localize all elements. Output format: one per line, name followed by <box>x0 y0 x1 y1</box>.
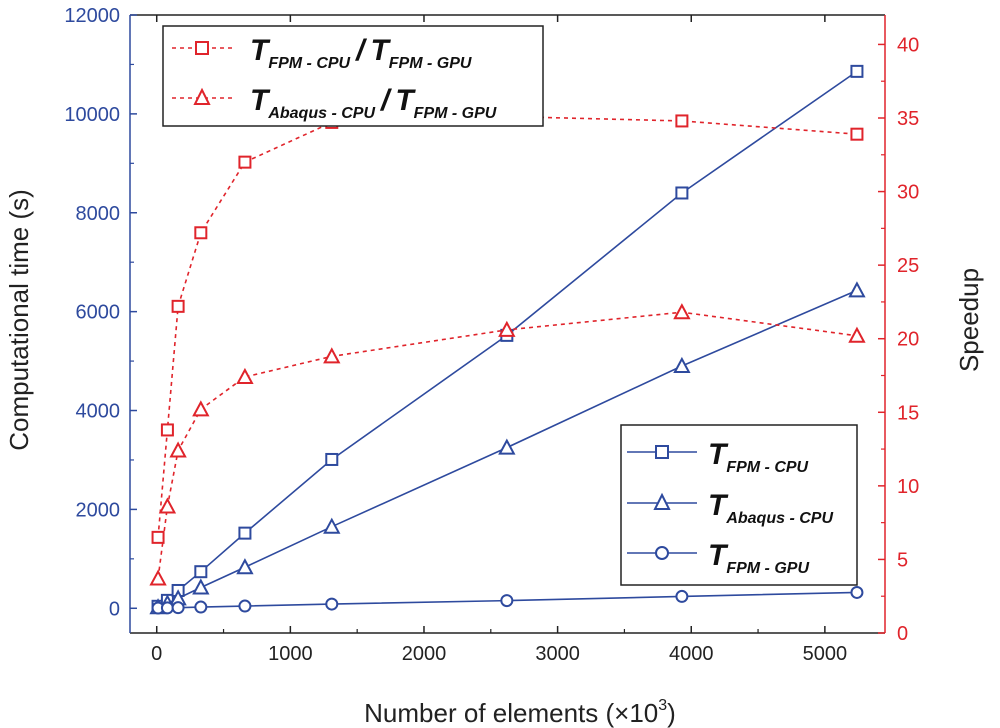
y-right-tick-label: 25 <box>897 255 919 277</box>
y-left-tick-label: 2000 <box>76 499 121 521</box>
data-point <box>236 558 254 575</box>
series-line <box>157 311 858 579</box>
data-point <box>850 585 864 599</box>
data-point <box>848 281 866 298</box>
data-point <box>673 356 691 374</box>
legend-marker-square <box>655 445 669 459</box>
data-point <box>673 303 691 320</box>
data-point <box>238 599 252 613</box>
data-point <box>158 497 177 514</box>
svg-text:TAbaqus - CPU: TAbaqus - CPU <box>708 489 833 527</box>
legend-marker-circle <box>655 546 669 560</box>
y-right-tick-label: 30 <box>897 182 919 204</box>
y-right-tick-label: 0 <box>897 623 908 645</box>
data-point <box>850 127 864 141</box>
data-point <box>169 441 187 458</box>
data-point <box>194 600 208 614</box>
svg-text:TFPM - CPU: TFPM - CPU <box>708 438 809 476</box>
x-tick-label: 2000 <box>402 643 447 665</box>
y-right-tick-label: 15 <box>897 402 919 424</box>
data-point <box>151 530 165 544</box>
y-left-tick-label: 6000 <box>76 302 121 324</box>
data-point <box>171 299 185 313</box>
y-right-tick-label: 5 <box>897 549 908 571</box>
data-point <box>171 601 185 615</box>
legend-item-fpm-gpu: TFPM - GPU <box>627 539 809 577</box>
y-right-tick-label: 40 <box>897 34 919 56</box>
data-point <box>238 526 252 540</box>
data-point <box>500 594 514 608</box>
data-point <box>236 367 254 384</box>
svg-text:TFPM - CPU/TFPM - GPU: TFPM - CPU / TFPM - GPU <box>250 34 472 72</box>
x-tick-label: 1000 <box>268 643 313 665</box>
legend-marker-triangle <box>193 87 211 105</box>
data-point <box>192 578 210 595</box>
y-axis-right-title: Speedup <box>954 268 984 372</box>
x-tick-label: 4000 <box>669 643 714 665</box>
data-point <box>194 565 208 579</box>
data-point <box>192 400 210 417</box>
legend-time: TFPM - CPU TAbaqus - CPU TFPM - GPU <box>620 424 858 586</box>
series-2 <box>151 585 864 615</box>
data-point <box>850 64 864 78</box>
x-axis-title: Number of elements (×103) <box>364 697 676 728</box>
data-point <box>498 320 516 337</box>
data-point <box>238 155 252 169</box>
data-point <box>160 601 174 615</box>
legend-item-fpm-cpu: TFPM - CPU <box>627 438 809 476</box>
data-point <box>194 226 208 240</box>
y-left-tick-label: 12000 <box>64 5 120 27</box>
data-point <box>498 438 516 455</box>
x-tick-label: 5000 <box>803 643 848 665</box>
data-point <box>323 347 341 364</box>
x-tick-label: 3000 <box>535 643 580 665</box>
y-right-tick-label: 20 <box>897 329 919 351</box>
y-left-tick-label: 4000 <box>76 401 121 423</box>
ticks: 0 1000 2000 3000 4000 5000 0 2000 4000 6000 8000 10… <box>64 5 919 665</box>
y-right-tick-label: 10 <box>897 476 919 498</box>
y-left-tick-label: 0 <box>109 598 120 620</box>
x-tick-label: 0 <box>151 643 162 665</box>
legend-marker-triangle <box>653 492 671 510</box>
data-point <box>675 589 689 603</box>
data-point <box>325 597 339 611</box>
data-point <box>160 423 174 437</box>
y-left-tick-label: 8000 <box>76 203 121 225</box>
data-point <box>675 114 689 128</box>
svg-text:TAbaqus - CPU/TFPM - GPU: TAbaqus - CPU / TFPM - GPU <box>250 84 497 122</box>
y-left-tick-label: 10000 <box>64 104 120 126</box>
y-axis-left-title: Computational time (s) <box>4 189 34 451</box>
data-point <box>675 186 689 200</box>
legend-item-abaqus-cpu: TAbaqus - CPU <box>627 489 833 527</box>
legend-item-abaqus-speedup: TAbaqus - CPU / TFPM - GPU <box>172 84 497 122</box>
y-right-tick-label: 35 <box>897 108 919 130</box>
data-point <box>848 326 866 343</box>
legend-item-fpm-speedup: TFPM - CPU / TFPM - GPU <box>172 34 472 72</box>
legend-marker-square <box>195 41 209 55</box>
legend-speedup-box <box>162 25 544 127</box>
data-point <box>323 517 341 534</box>
svg-text:TFPM - GPU: TFPM - GPU <box>708 539 809 577</box>
x-axis-title-superscript: 3 <box>658 697 667 714</box>
legend-speedup: TFPM - CPU / TFPM - GPU TAbaqus - CPU / TFPM… <box>162 25 544 127</box>
data-point <box>325 452 339 466</box>
series-4 <box>149 303 866 586</box>
data-point <box>149 569 167 586</box>
